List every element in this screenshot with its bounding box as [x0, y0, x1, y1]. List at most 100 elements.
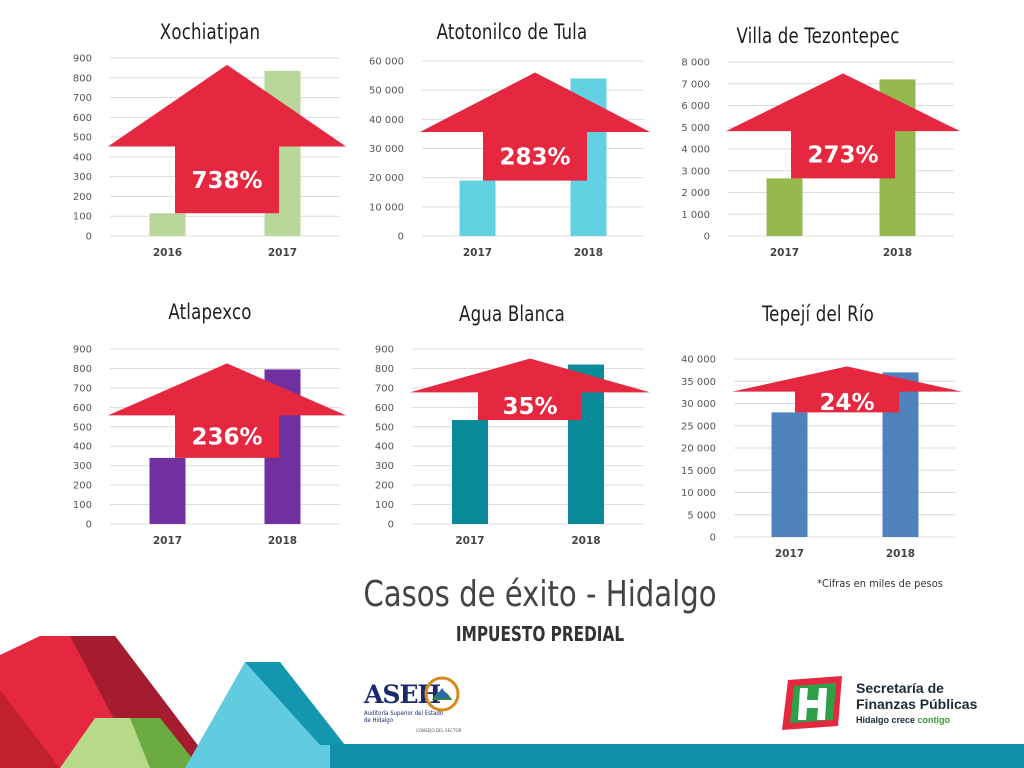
y-tick-label: 900 — [375, 345, 394, 356]
chart-svg: 0 100 200 300 400 500 600 700 800 900 2016 2017 738% — [73, 54, 346, 259]
y-tick-label: 600 — [73, 113, 92, 124]
growth-label: 35% — [502, 394, 557, 420]
x-tick-label: 2018 — [571, 535, 600, 547]
sfp-logo: Secretaría de Finanzas Públicas Hidalgo … — [778, 672, 990, 734]
bar — [452, 419, 488, 524]
chart-title: Atotonilco de Tula — [436, 20, 588, 44]
growth-label: 283% — [499, 144, 570, 170]
y-tick-label: 400 — [73, 152, 92, 163]
h-logo-icon — [782, 676, 842, 730]
y-tick-label: 200 — [375, 481, 394, 492]
x-tick-label: 2017 — [770, 247, 799, 259]
growth-label: 24% — [819, 390, 874, 416]
sfp-logo-line1: Secretaría de — [856, 680, 944, 696]
x-tick-label: 2017 — [463, 247, 492, 259]
chart-svg: 0 10 000 20 000 30 000 40 000 50 000 60 000 201… — [369, 57, 650, 259]
y-tick-label: 700 — [375, 383, 394, 394]
chart-title: Atlapexco — [168, 300, 252, 324]
y-tick-label: 300 — [375, 461, 394, 472]
chart-panel-atotonilco: Atotonilco de Tula 0 10 000 20 000 30 000 40… — [362, 18, 662, 288]
chart-panel-villa-de-tezontepec: Villa de Tezontepec 0 1 000 2 000 3 000 4 00… — [668, 22, 968, 292]
chart-svg: 0 100 200 300 400 500 600 700 800 900 2017 2018 236% — [73, 345, 346, 547]
y-tick-label: 2 000 — [681, 188, 710, 199]
x-tick-label: 2017 — [455, 535, 484, 547]
y-tick-label: 15 000 — [681, 466, 716, 477]
y-tick-label: 100 — [73, 212, 92, 223]
y-tick-label: 400 — [375, 442, 394, 453]
slide-subtitle: IMPUESTO PREDIAL — [455, 622, 625, 646]
y-tick-label: 0 — [86, 232, 92, 243]
y-tick-label: 5 000 — [681, 123, 710, 134]
y-tick-label: 300 — [73, 172, 92, 183]
y-tick-label: 0 — [86, 520, 92, 531]
y-tick-label: 3 000 — [681, 166, 710, 177]
aseh-logo-subtitle: Auditoría Superior del Estado de Hidalgo — [364, 710, 444, 724]
y-tick-label: 6 000 — [681, 101, 710, 112]
y-tick-label: 0 — [704, 232, 710, 243]
x-tick-label: 2018 — [574, 247, 603, 259]
sfp-logo-slogan: Hidalgo crece contigo — [856, 715, 950, 725]
x-tick-label: 2017 — [268, 247, 297, 259]
x-tick-label: 2018 — [883, 247, 912, 259]
y-tick-label: 1 000 — [681, 210, 710, 221]
y-tick-label: 5 000 — [687, 510, 716, 521]
aseh-logo: ASEH Auditoría Superior del Estado de Hi… — [360, 672, 470, 736]
growth-arrow-icon — [108, 363, 346, 458]
y-tick-label: 0 — [388, 520, 394, 531]
y-tick-label: 700 — [73, 93, 92, 104]
y-tick-label: 400 — [73, 442, 92, 453]
chart-panel-tepeji-del-rio: Tepejí del Río 0 5 000 10 000 15 000 20 000 2… — [668, 300, 968, 570]
y-tick-label: 7 000 — [681, 79, 710, 90]
y-tick-label: 200 — [73, 481, 92, 492]
y-tick-label: 60 000 — [369, 57, 404, 68]
growth-arrow-icon — [410, 358, 650, 420]
y-tick-label: 40 000 — [369, 115, 404, 126]
y-tick-label: 10 000 — [681, 488, 716, 499]
y-tick-label: 800 — [375, 364, 394, 375]
y-tick-label: 30 000 — [369, 144, 404, 155]
chart-panel-agua-blanca: Agua Blanca 0 100 200 300 400 500 600 700 800 900… — [362, 300, 662, 570]
y-tick-label: 500 — [73, 422, 92, 433]
y-tick-label: 4 000 — [681, 145, 710, 156]
sfp-slogan-a: Hidalgo crece — [856, 715, 918, 725]
y-tick-label: 50 000 — [369, 86, 404, 97]
aseh-logo-tag: CONSEJO DEL SECTOR — [416, 729, 462, 734]
x-tick-label: 2017 — [775, 548, 804, 560]
x-tick-label: 2017 — [153, 535, 182, 547]
y-tick-label: 8 000 — [681, 58, 710, 69]
bar — [459, 180, 496, 236]
y-tick-label: 800 — [73, 364, 92, 375]
chart-panel-xochiatipan: Xochiatipan 0 100 200 300 400 500 600 700 800 900… — [60, 18, 360, 288]
aseh-emblem-icon — [424, 676, 460, 712]
bar — [149, 213, 186, 236]
y-tick-label: 800 — [73, 73, 92, 84]
y-tick-label: 20 000 — [681, 444, 716, 455]
growth-arrow-icon — [732, 366, 962, 413]
y-tick-label: 100 — [375, 500, 394, 511]
bar — [149, 457, 186, 524]
growth-label: 236% — [191, 425, 262, 451]
y-tick-label: 300 — [73, 461, 92, 472]
chart-panel-atlapexco: Atlapexco 0 100 200 300 400 500 600 700 800 900 20… — [60, 298, 360, 568]
bar — [771, 412, 808, 537]
y-tick-label: 0 — [710, 533, 716, 544]
x-tick-label: 2018 — [268, 535, 297, 547]
chart-svg: 0 100 200 300 400 500 600 700 800 900 2017 2018 35% — [375, 345, 650, 547]
sfp-logo-line2: Finanzas Públicas — [856, 696, 978, 712]
y-tick-label: 500 — [375, 422, 394, 433]
growth-label: 738% — [191, 168, 262, 194]
growth-arrow-icon — [108, 64, 346, 214]
chart-title: Tepejí del Río — [761, 302, 875, 326]
growth-label: 273% — [807, 143, 878, 169]
x-tick-label: 2018 — [886, 548, 915, 560]
bar — [766, 178, 803, 236]
chart-title: Villa de Tezontepec — [736, 24, 900, 48]
chart-svg: 0 1 000 2 000 3 000 4 000 5 000 6 000 7 000 8 00… — [681, 58, 960, 259]
y-tick-label: 40 000 — [681, 355, 716, 366]
y-tick-label: 100 — [73, 500, 92, 511]
y-tick-label: 500 — [73, 133, 92, 144]
y-tick-label: 600 — [375, 403, 394, 414]
y-tick-label: 10 000 — [369, 202, 404, 213]
y-tick-label: 35 000 — [681, 377, 716, 388]
